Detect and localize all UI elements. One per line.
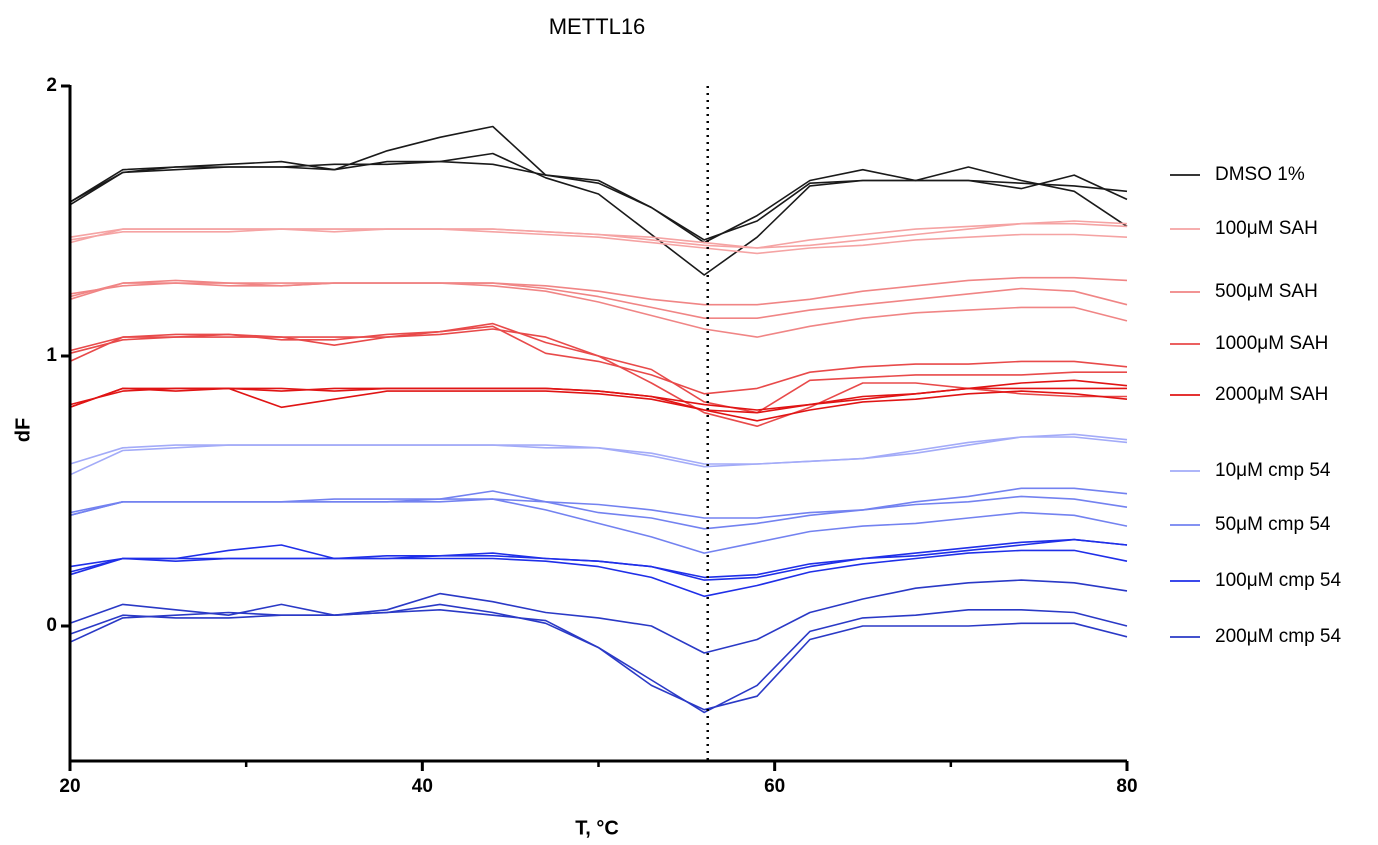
data-line bbox=[69, 328, 1127, 427]
legend-label: 50μM cmp 54 bbox=[1215, 514, 1331, 535]
legend-label: 2000μM SAH bbox=[1215, 384, 1328, 405]
legend-label: 100μM SAH bbox=[1215, 218, 1318, 239]
x-tick-label: 20 bbox=[59, 776, 80, 797]
data-line bbox=[69, 498, 1128, 554]
x-tick-label: 60 bbox=[764, 776, 785, 797]
legend-label: 500μM SAH bbox=[1215, 281, 1318, 302]
legend-label: 1000μM SAH bbox=[1215, 333, 1328, 354]
data-line bbox=[69, 387, 1127, 414]
data-line bbox=[69, 325, 1128, 395]
data-line bbox=[69, 276, 1128, 306]
data-line bbox=[69, 603, 1128, 714]
legend-label: DMSO 1% bbox=[1215, 164, 1305, 185]
x-axis-label: T, °C bbox=[575, 817, 619, 839]
legend-label: 200μM cmp 54 bbox=[1215, 626, 1341, 647]
data-line bbox=[69, 160, 1128, 241]
data-line bbox=[69, 387, 1128, 422]
y-tick-label: 1 bbox=[46, 345, 57, 366]
y-tick-label: 0 bbox=[46, 615, 57, 636]
data-line bbox=[69, 379, 1128, 411]
data-line bbox=[69, 436, 1128, 476]
data-line bbox=[69, 544, 1128, 598]
data-line bbox=[69, 609, 1128, 711]
legend-label: 100μM cmp 54 bbox=[1215, 570, 1341, 591]
data-line bbox=[69, 579, 1128, 654]
data-line bbox=[69, 433, 1128, 465]
data-line bbox=[69, 125, 1128, 244]
legend-label: 10μM cmp 54 bbox=[1215, 460, 1331, 481]
data-line bbox=[69, 152, 1128, 276]
y-axis-label: dF bbox=[12, 418, 34, 442]
data-line bbox=[69, 282, 1128, 338]
data-line bbox=[69, 222, 1128, 249]
chart-title: METTL16 bbox=[549, 14, 646, 39]
data-line bbox=[69, 487, 1128, 519]
data-line bbox=[69, 538, 1128, 581]
data-line bbox=[69, 228, 1128, 255]
y-tick-label: 2 bbox=[46, 75, 57, 96]
data-line bbox=[69, 282, 1128, 319]
x-tick-label: 80 bbox=[1116, 776, 1137, 797]
x-tick-label: 40 bbox=[412, 776, 433, 797]
